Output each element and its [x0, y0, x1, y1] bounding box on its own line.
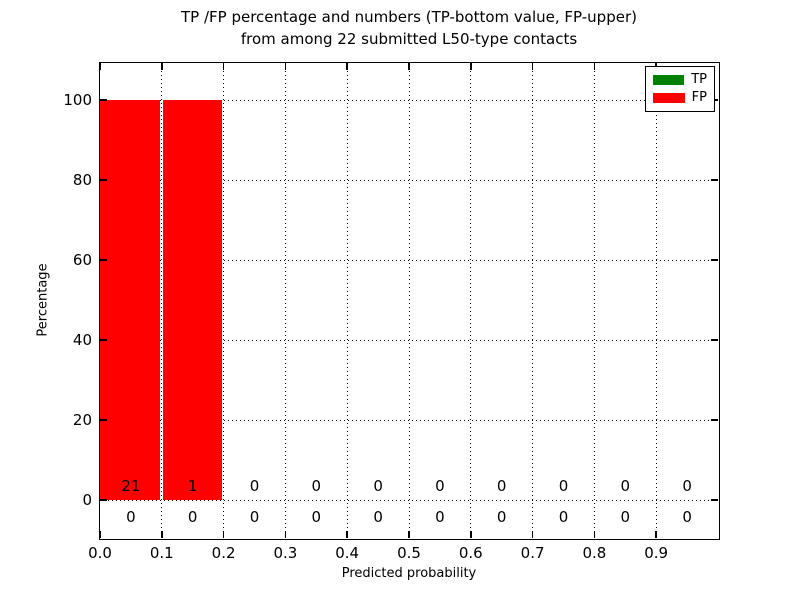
- y-tick-label: 20: [72, 411, 92, 429]
- x-tick-top: [99, 63, 101, 70]
- chart-title-line-2: from among 22 submitted L50-type contact…: [240, 30, 578, 48]
- x-tick-label: 0.3: [273, 544, 298, 562]
- x-tick: [531, 531, 534, 538]
- x-tick-top: [222, 63, 225, 70]
- y-tick-right: [711, 339, 718, 341]
- chart-title: TP /FP percentage and numbers (TP-bottom…: [100, 6, 718, 50]
- count-fp-bin-3: 0: [311, 477, 322, 495]
- x-tick: [222, 531, 225, 538]
- x-tick-top: [161, 63, 163, 70]
- x-tick-label: 0.8: [582, 544, 607, 562]
- gridline-vertical: [408, 63, 410, 538]
- legend: TP FP: [645, 66, 715, 112]
- count-fp-bin-4: 0: [373, 477, 383, 495]
- count-tp-bin-0: 0: [126, 508, 136, 526]
- legend-entry-fp: FP: [653, 91, 707, 105]
- gridline-vertical: [223, 63, 225, 538]
- x-tick-top: [531, 63, 534, 70]
- y-tick-label: 40: [72, 331, 92, 349]
- x-tick-label: 0.9: [644, 544, 669, 562]
- count-tp-bin-4: 0: [373, 508, 383, 526]
- x-tick: [593, 531, 596, 538]
- y-tick: [100, 499, 107, 501]
- y-tick: [100, 419, 107, 421]
- y-tick-right: [711, 419, 718, 421]
- x-tick: [408, 531, 410, 538]
- y-axis-label: Percentage: [35, 263, 51, 337]
- count-tp-bin-8: 0: [620, 508, 631, 526]
- x-tick-top: [408, 63, 410, 70]
- gridline-vertical: [655, 63, 657, 538]
- bar-fp-bin-0: [100, 100, 161, 500]
- x-tick-label: 0.2: [211, 544, 236, 562]
- y-tick-label: 60: [72, 251, 92, 269]
- x-tick-top: [284, 63, 287, 70]
- count-tp-bin-3: 0: [311, 508, 322, 526]
- y-tick-right: [711, 259, 718, 261]
- count-tp-bin-1: 0: [187, 508, 198, 526]
- x-tick-label: 0.7: [520, 544, 545, 562]
- y-tick-label: 80: [72, 171, 92, 189]
- plot-area: 0 0 0 0 0 0 0 0 0 0 21 1 0 0 0 0 0 0 0 0: [99, 63, 718, 538]
- count-fp-bin-9: 0: [682, 477, 692, 495]
- bar-fp-bin-1: [163, 100, 223, 500]
- x-tick-label: 0.1: [149, 544, 174, 562]
- gridline-vertical: [346, 63, 348, 538]
- x-tick: [470, 531, 472, 538]
- x-tick-top: [593, 63, 596, 70]
- count-fp-bin-7: 0: [558, 477, 569, 495]
- count-tp-bin-7: 0: [558, 508, 569, 526]
- x-tick-label: 0.0: [88, 544, 112, 562]
- count-fp-bin-0: 21: [121, 477, 141, 495]
- gridline-vertical: [161, 63, 163, 538]
- legend-label: TP: [691, 71, 707, 87]
- y-tick-right: [711, 179, 718, 181]
- tp-swatch: [653, 74, 685, 85]
- y-tick-right: [711, 499, 718, 501]
- gridline-vertical: [470, 63, 472, 538]
- x-axis-label: Predicted probability: [341, 566, 477, 581]
- count-tp-bin-2: 0: [249, 508, 260, 526]
- y-tick: [100, 99, 107, 101]
- count-fp-bin-8: 0: [620, 477, 631, 495]
- fp-swatch: [653, 93, 685, 104]
- x-tick: [161, 531, 163, 538]
- count-tp-bin-9: 0: [682, 508, 692, 526]
- count-tp-bin-6: 0: [496, 508, 507, 526]
- count-tp-bin-5: 0: [435, 508, 445, 526]
- legend-entry-tp: TP: [653, 71, 707, 87]
- x-tick: [346, 531, 348, 538]
- y-tick-label: 0: [82, 491, 92, 509]
- gridline-vertical: [284, 63, 286, 538]
- chart-title-line-1: TP /FP percentage and numbers (TP-bottom…: [181, 8, 637, 26]
- x-tick-label: 0.4: [335, 544, 360, 562]
- x-tick: [655, 531, 657, 538]
- gridline-vertical: [532, 63, 534, 538]
- gridline-vertical: [593, 63, 595, 538]
- x-tick-top: [470, 63, 472, 70]
- x-tick: [284, 531, 287, 538]
- y-tick: [100, 259, 107, 261]
- x-tick-label: 0.5: [397, 544, 421, 562]
- y-tick: [100, 179, 107, 181]
- x-tick-label: 0.6: [458, 544, 483, 562]
- legend-label: FP: [691, 90, 707, 106]
- y-tick: [100, 339, 107, 341]
- count-fp-bin-5: 0: [435, 477, 445, 495]
- count-fp-bin-1: 1: [187, 477, 198, 495]
- x-tick: [99, 531, 101, 538]
- count-fp-bin-2: 0: [249, 477, 260, 495]
- count-fp-bin-6: 0: [496, 477, 507, 495]
- x-tick-top: [346, 63, 348, 70]
- y-tick-label: 100: [63, 91, 92, 109]
